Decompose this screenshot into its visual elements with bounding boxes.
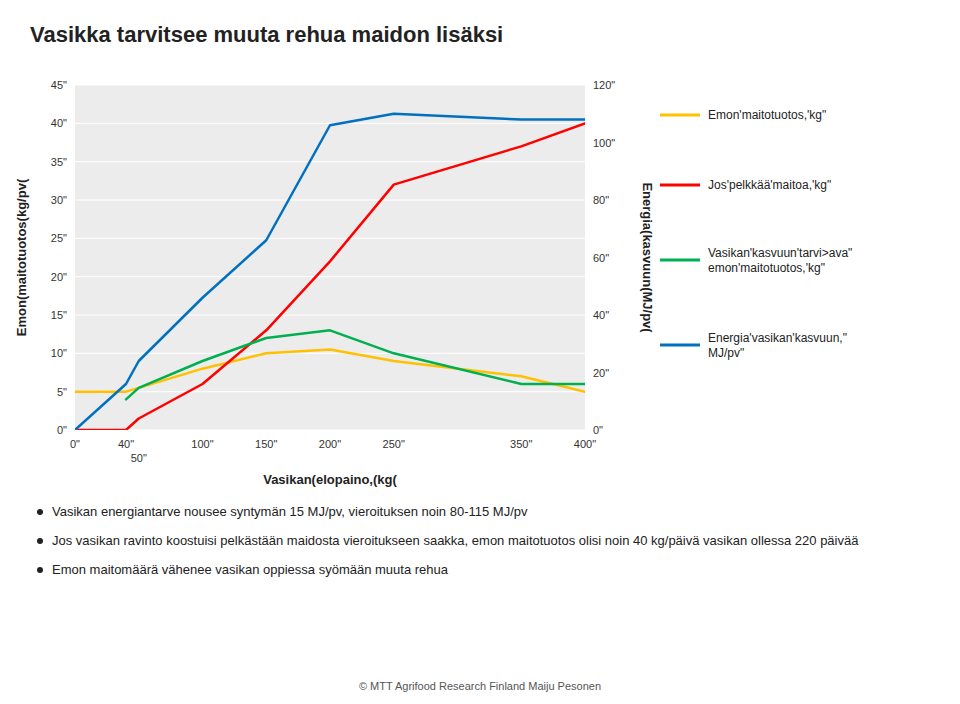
y-tick-label: 0" <box>57 424 67 436</box>
x-tick-label: 200" <box>319 438 341 450</box>
y2-tick-label: 120" <box>593 79 615 91</box>
legend-swatch <box>660 259 700 262</box>
grid-line <box>75 315 585 316</box>
y2-tick-label: 100" <box>593 137 615 149</box>
x-tick-label: 100" <box>191 438 213 450</box>
annotation-line: Vasikan energiantarve nousee syntymän 15… <box>52 504 528 519</box>
legend-label-line: Vasikan'kasvuun'tarvi>ava" <box>708 246 852 260</box>
legend-label-line: MJ/pv" <box>708 346 744 360</box>
grid-line <box>75 161 585 162</box>
y-tick-label: 30" <box>51 194 67 206</box>
legend-swatch <box>660 114 700 117</box>
x-tick-label: 150" <box>255 438 277 450</box>
y-tick-label: 15" <box>51 309 67 321</box>
bullet <box>37 567 43 573</box>
y2-tick-label: 20" <box>593 367 609 379</box>
y-tick-label: 40" <box>51 117 67 129</box>
y2-tick-label: 40" <box>593 309 609 321</box>
y-tick-label: 45" <box>51 79 67 91</box>
series-line <box>75 123 585 430</box>
y-tick-label: 10" <box>51 347 67 359</box>
series-line <box>75 350 585 392</box>
y2-tick-label: 80" <box>593 194 609 206</box>
chart: Vasikka tarvitsee muuta rehua maidon lis… <box>0 0 960 704</box>
plot-area <box>75 85 585 430</box>
legend-label-line: Energia'vasikan'kasvuun," <box>708 331 847 345</box>
grid-line <box>75 391 585 392</box>
y-tick-label: 35" <box>51 156 67 168</box>
series-line <box>75 114 585 430</box>
legend-label: Emon'maitotuotos,'kg" <box>708 108 826 122</box>
grid-line <box>75 430 585 431</box>
y2-tick-label: 60" <box>593 252 609 264</box>
legend-label-line: Emon'maitotuotos,'kg" <box>708 108 826 122</box>
y-tick-label: 20" <box>51 271 67 283</box>
annotation-line: Emon maitomäärä vähenee vasikan oppiessa… <box>52 562 449 577</box>
annotation-line: Jos vasikan ravinto koostuisi pelkästään… <box>52 533 859 548</box>
x-tick-label: 0" <box>70 438 80 450</box>
grid-line <box>75 353 585 354</box>
legend-label: Jos'pelkkää'maitoa,'kg" <box>708 178 831 192</box>
x-tick-label: 50" <box>131 452 147 464</box>
y2-tick-label: 0" <box>593 424 603 436</box>
x-tick-label: 400" <box>574 438 596 450</box>
grid-line <box>75 200 585 201</box>
grid-line <box>75 123 585 124</box>
grid-line <box>75 85 585 86</box>
grid-line <box>75 238 585 239</box>
series-line <box>126 330 585 399</box>
y-tick-label: 5" <box>57 386 67 398</box>
y-axis-label: Emon(maitotuotos(kg/pv( <box>14 178 29 336</box>
bullet <box>37 538 43 544</box>
y2-axis-label: Energia(kasvuun(MJ/pv( <box>640 182 655 333</box>
grid-line <box>75 276 585 277</box>
x-axis-label: Vasikan(elopaino,(kg( <box>263 472 397 487</box>
legend-swatch <box>660 344 700 347</box>
x-tick-label: 40" <box>118 438 134 450</box>
bullet <box>37 509 43 515</box>
legend-label-line: emon'maitotuotos,'kg" <box>708 261 825 275</box>
legend-label-line: Jos'pelkkää'maitoa,'kg" <box>708 178 831 192</box>
legend-swatch <box>660 184 700 187</box>
annotation: Jos vasikan ravinto koostuisi pelkästään… <box>52 533 859 548</box>
legend: Emon'maitotuotos,'kg" Jos'pelkkää'maitoa,… <box>660 108 852 360</box>
annotation: Vasikan energiantarve nousee syntymän 15… <box>52 504 528 519</box>
legend-label: Vasikan'kasvuun'tarvi>ava"emon'maitotuot… <box>708 246 852 275</box>
footnote: © MTT Agrifood Research Finland Maiju Pe… <box>359 680 601 692</box>
annotation: Emon maitomäärä vähenee vasikan oppiessa… <box>52 562 449 577</box>
y-tick-label: 25" <box>51 232 67 244</box>
title: Vasikka tarvitsee muuta rehua maidon lis… <box>30 22 503 47</box>
legend-label: Energia'vasikan'kasvuun,"MJ/pv" <box>708 331 847 360</box>
series-group <box>75 114 585 430</box>
x-tick-label: 350" <box>510 438 532 450</box>
x-tick-label: 250" <box>383 438 405 450</box>
